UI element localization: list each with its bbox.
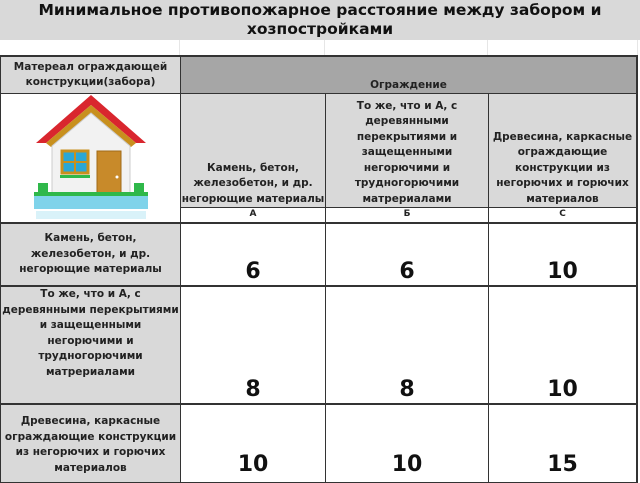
column-header-a: Камень, бетон, железобетон, и др. негорю…: [180, 93, 326, 208]
table-cell: 10: [180, 403, 326, 483]
column-header-b: То же, что и А, с деревянными перекрытия…: [325, 93, 489, 208]
blank-cell: [488, 40, 638, 55]
table-cell: 10: [488, 285, 638, 404]
table-cell: 10: [488, 222, 638, 286]
column-code-c: С: [488, 207, 638, 223]
table-cell: 8: [325, 285, 489, 404]
row-header: То же, что и А, с деревянными перекрытия…: [0, 285, 181, 404]
house-image: [0, 93, 181, 223]
group-header: Ограждение: [180, 55, 638, 94]
house-icon: [34, 94, 148, 219]
corner-header: Матереал ограждающей конструкции(забора): [0, 55, 181, 94]
row-header: Древесина, каркасные ограждающие констру…: [0, 403, 181, 483]
page-title: Минимальное противопожарное расстояние м…: [0, 0, 640, 40]
column-code-b: Б: [325, 207, 489, 223]
column-code-a: А: [180, 207, 326, 223]
column-header-c: Древесина, каркасные ограждающие констру…: [488, 93, 638, 208]
table-cell: 15: [488, 403, 638, 483]
table-cell: 10: [325, 403, 489, 483]
blank-cell: [325, 40, 488, 55]
blank-cell: [0, 40, 180, 55]
row-header: Камень, бетон, железобетон, и др. негорю…: [0, 222, 181, 286]
table-cell: 6: [180, 222, 326, 286]
table-cell: 6: [325, 222, 489, 286]
blank-cell: [180, 40, 325, 55]
table-cell: 8: [180, 285, 326, 404]
